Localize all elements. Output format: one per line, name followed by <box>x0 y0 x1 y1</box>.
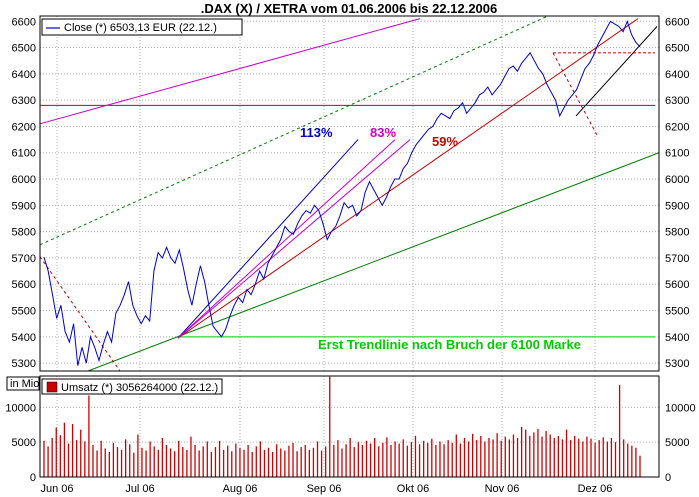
trend-line <box>39 256 121 372</box>
main-y-tick-left: 6500 <box>12 43 36 55</box>
trend-line <box>177 139 359 339</box>
main-y-tick-left: 5300 <box>12 358 36 370</box>
trend-line <box>39 18 421 125</box>
volume-y-axis: 0 0 5000 5000 10000 10000 <box>5 402 695 484</box>
trend-line <box>177 139 396 339</box>
volume-legend: in Mio Umsatz (*) 3056264000 (22.12.) <box>6 376 223 395</box>
x-tick-label: Okt 06 <box>397 483 429 495</box>
main-y-tick-left: 5900 <box>12 200 36 212</box>
main-y-axis: 5300 5300 5400 5400 5500 5500 5600 5600 5700 5700… <box>12 16 690 370</box>
main-y-tick-right: 5900 <box>665 200 689 212</box>
volume-legend-label: Umsatz (*) 3056264000 (22.12.) <box>61 382 218 394</box>
main-y-tick-left: 6100 <box>12 148 36 160</box>
volume-y-tick-left: 5000 <box>12 437 36 449</box>
volume-y-tick-left: 0 <box>30 472 36 484</box>
volume-y-tick-left: 10000 <box>5 402 36 414</box>
main-y-tick-left: 5700 <box>12 253 36 265</box>
volume-y-tick-right: 0 <box>665 472 671 484</box>
volume-legend-box <box>41 378 223 395</box>
main-legend: Close (*) 6503,13 EUR (22.12.) <box>41 18 243 36</box>
trend-line <box>39 15 549 246</box>
volume-legend-swatch <box>46 381 58 393</box>
main-y-tick-right: 6100 <box>665 148 689 160</box>
main-legend-label: Close (*) 6503,13 EUR (22.12.) <box>64 22 217 34</box>
x-tick-label: Jul 06 <box>125 483 154 495</box>
volume-y-tick-right: 10000 <box>665 402 696 414</box>
main-y-tick-left: 6000 <box>12 174 36 186</box>
main-y-tick-right: 6600 <box>665 16 689 28</box>
main-y-tick-left: 5800 <box>12 227 36 239</box>
main-y-tick-left: 5400 <box>12 332 36 344</box>
trend-line <box>552 52 599 138</box>
main-y-tick-left: 5500 <box>12 306 36 318</box>
volume-unit-box <box>6 376 40 391</box>
main-legend-box <box>41 18 243 36</box>
main-y-tick-right: 5300 <box>665 358 689 370</box>
main-y-tick-right: 6200 <box>665 121 689 133</box>
x-tick-label: Aug 06 <box>223 483 258 495</box>
chart-title: .DAX (X) / XETRA vom 01.06.2006 bis 22.1… <box>201 1 498 16</box>
annotation-113: 113% <box>300 125 333 140</box>
close-series <box>43 19 641 366</box>
x-tick-label: Sep 06 <box>307 483 342 495</box>
annotation-59: 59% <box>432 134 458 149</box>
annotation-83: 83% <box>370 125 396 140</box>
main-y-tick-right: 5400 <box>665 332 689 344</box>
x-tick-label: Jun 06 <box>40 483 73 495</box>
x-tick-label: Nov 06 <box>485 483 520 495</box>
main-panel-frame <box>39 15 660 372</box>
trend-line <box>575 26 658 117</box>
main-y-tick-left: 6300 <box>12 95 36 107</box>
trend-line <box>177 139 411 339</box>
main-y-tick-right: 6300 <box>665 95 689 107</box>
annotation-trendline: Erst Trendlinie nach Bruch der 6100 Mark… <box>318 337 581 352</box>
volume-panel-frame <box>39 375 660 478</box>
x-tick-label: Dez 06 <box>578 483 613 495</box>
main-y-tick-right: 6000 <box>665 174 689 186</box>
close-line <box>43 19 641 366</box>
main-y-tick-left: 6200 <box>12 121 36 133</box>
main-y-tick-left: 5600 <box>12 279 36 291</box>
main-y-tick-left: 6600 <box>12 16 36 28</box>
main-grid <box>40 16 659 371</box>
main-y-tick-right: 5600 <box>665 279 689 291</box>
volume-y-tick-right: 5000 <box>665 437 689 449</box>
main-y-tick-left: 6400 <box>12 69 36 81</box>
main-y-tick-right: 5800 <box>665 227 689 239</box>
main-y-tick-right: 5500 <box>665 306 689 318</box>
x-axis: Jun 06 Jul 06 Aug 06 Sep 06 Okt 06 Nov 06 Dez … <box>40 483 612 495</box>
volume-unit-label: in Mio <box>10 378 39 390</box>
main-y-tick-right: 5700 <box>665 253 689 265</box>
volume-bars <box>43 376 641 477</box>
main-y-tick-right: 6500 <box>665 43 689 55</box>
main-y-tick-right: 6400 <box>665 69 689 81</box>
